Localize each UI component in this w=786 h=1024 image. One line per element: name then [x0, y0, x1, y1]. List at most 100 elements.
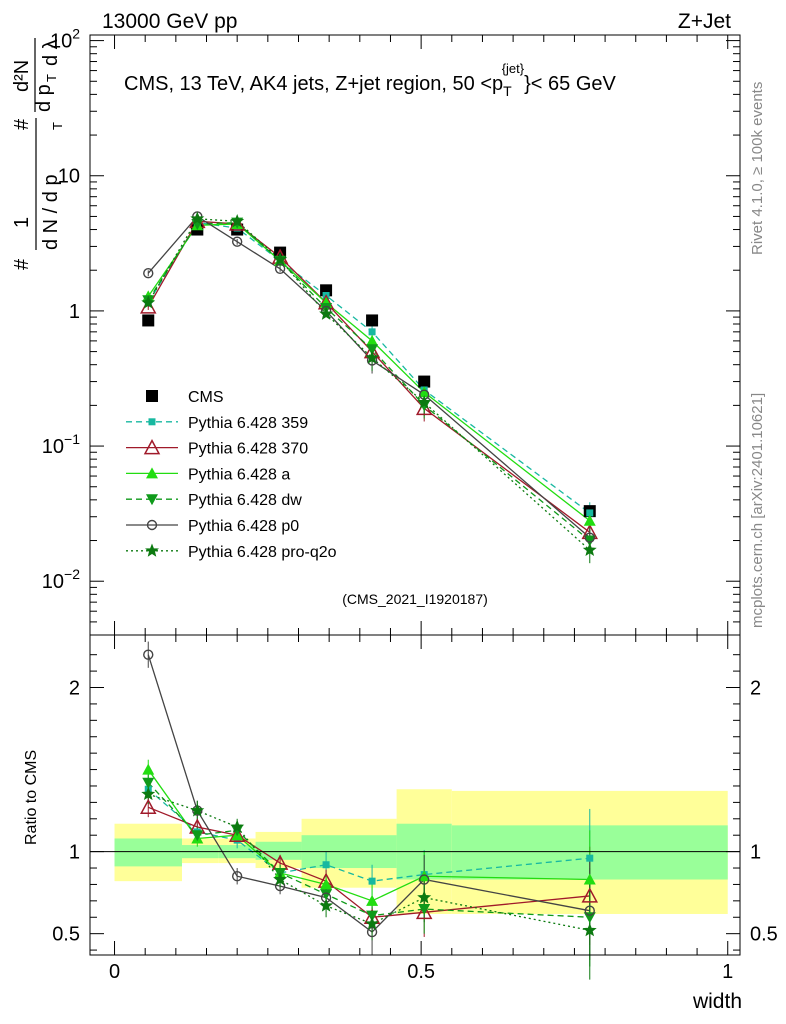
main-point-cms — [366, 314, 379, 327]
ratio-point-pythia-6-428-p0 — [143, 649, 154, 660]
ratio-band-green — [114, 838, 182, 867]
ratio-panel: 0.5 0.5 1 1 2 2 0 0.5 1 — [52, 634, 778, 983]
ratio-point-pythia-6-428-pro-q2o — [141, 786, 156, 801]
ratio-y-tick-label-right: 1 — [750, 842, 761, 864]
ratio-line-pythia-6-428-p0 — [147, 654, 590, 933]
ylabel-dn: d N / d p — [40, 174, 62, 250]
main-ylabel: # 1 d N / d p T # d p T d²N d λ — [11, 38, 65, 270]
ratio-line-pythia-6-428-a — [147, 769, 590, 902]
chart-title: CMS, 13 TeV, AK4 jets, Z+jet region, 50 … — [124, 61, 617, 99]
legend-label-pythia-6-428-359: Pythia 6.428 359 — [188, 415, 308, 432]
main-point-pythia-6-428-pro-q2o — [365, 350, 380, 364]
legend-item-pythia-6-428-359: Pythia 6.428 359 — [126, 415, 308, 432]
main-point-pythia-6-428-a — [418, 386, 431, 398]
ylabel-one: 1 — [11, 217, 33, 228]
ratio-point-pythia-6-428-p0 — [584, 905, 595, 916]
main-point-pythia-6-428-pro-q2o — [273, 252, 288, 266]
legend-item-pythia-6-428-a: Pythia 6.428 a — [126, 466, 290, 483]
legend-item-pythia-6-428-p0: Pythia 6.428 p0 — [126, 518, 299, 535]
legend-item-pythia-6-428-dw: Pythia 6.428 dw — [126, 492, 302, 509]
ratio-point-pythia-6-428-pro-q2o — [319, 898, 334, 912]
ratio-point-pythia-6-428-dw — [366, 910, 379, 922]
legend-marker-pythia-6-428-p0 — [146, 519, 158, 531]
ratio-point-pythia-6-428-a — [366, 894, 379, 906]
legend-marker-pythia-6-428-pro-q2o — [145, 543, 159, 557]
ratio-ylabel: Ratio to CMS — [23, 750, 40, 845]
chart-title-sub: T — [503, 83, 512, 99]
main-point-pythia-6-428-p0 — [584, 532, 595, 543]
ratio-point-pythia-6-428-a — [320, 878, 333, 890]
rivet-label: Rivet 4.1.0, ≥ 100k events — [749, 82, 766, 255]
watermark: (CMS_2021_I1920187) — [342, 591, 488, 607]
ratio-y-tick-label-right: 0.5 — [750, 924, 778, 946]
main-point-pythia-6-428-pro-q2o — [230, 213, 245, 228]
ratio-y-tick-label: 1 — [69, 842, 80, 864]
legend-label-pythia-6-428-370: Pythia 6.428 370 — [188, 441, 308, 458]
ratio-y-tick-label: 0.5 — [52, 924, 80, 946]
main-point-pythia-6-428-p0 — [231, 236, 243, 247]
ratio-point-pythia-6-428-pro-q2o — [365, 916, 380, 930]
main-point-pythia-6-428-pro-q2o — [582, 542, 597, 556]
legend-label-pythia-6-428-dw: Pythia 6.428 dw — [188, 492, 302, 509]
ratio-point-pythia-6-428-dw — [320, 889, 333, 901]
y-tick-label: 10−1 — [42, 431, 80, 458]
legend-marker-pythia-6-428-a — [146, 467, 158, 479]
ylabel-hash-1: # — [11, 258, 33, 270]
ratio-point-pythia-6-428-pro-q2o — [417, 890, 432, 904]
main-point-pythia-6-428-359 — [586, 509, 594, 517]
ratio-y-tick-label-right: 2 — [750, 678, 761, 700]
ratio-point-pythia-6-428-p0 — [231, 871, 243, 882]
main-line-pythia-6-428-p0 — [147, 215, 591, 539]
legend: CMS Pythia 6.428 359 Pythia 6.428 370 Pythi… — [126, 389, 337, 561]
y-tick-label: 1 — [69, 301, 80, 323]
ratio-y-tick-label: 2 — [69, 678, 80, 700]
legend-marker-cms — [146, 390, 158, 402]
legend-label-cms: CMS — [188, 389, 224, 406]
y-tick-label: 10−2 — [42, 566, 80, 593]
main-point-pythia-6-428-p0 — [274, 263, 286, 274]
mcplots-label: mcplots.cern.ch [arXiv:2401.10621] — [749, 393, 766, 628]
legend-marker-pythia-6-428-dw — [146, 494, 158, 506]
header-left: 13000 GeV pp — [102, 10, 237, 33]
ratio-point-pythia-6-428-a — [583, 873, 596, 885]
ratio-point-pythia-6-428-370 — [581, 887, 599, 903]
main-line-pythia-6-428-359 — [147, 221, 591, 514]
main-point-pythia-6-428-a — [583, 514, 596, 526]
main-point-pythia-6-428-dw — [366, 344, 379, 356]
ratio-point-pythia-6-428-pro-q2o — [230, 819, 245, 833]
ylabel-dlambda: d λ — [40, 39, 62, 66]
legend-label-pythia-6-428-pro-q2o: Pythia 6.428 pro-q2o — [188, 544, 337, 561]
ratio-point-pythia-6-428-pro-q2o — [582, 923, 597, 937]
ratio-point-pythia-6-428-dw — [583, 912, 596, 924]
chart-title-a: CMS, 13 TeV, AK4 jets, Z+jet region, 50 … — [124, 73, 503, 95]
header-right: Z+Jet — [678, 10, 731, 33]
ratio-point-pythia-6-428-370 — [228, 826, 246, 842]
ratio-point-pythia-6-428-359 — [368, 877, 376, 885]
chart-title-b: }< 65 GeV — [524, 73, 616, 95]
ylabel-d2n: d²N — [11, 60, 33, 92]
ratio-point-pythia-6-428-pro-q2o — [273, 872, 288, 886]
ratio-point-pythia-6-428-dw — [142, 777, 155, 789]
y-tick-label: 10 — [58, 166, 80, 188]
legend-label-pythia-6-428-p0: Pythia 6.428 p0 — [188, 518, 299, 535]
ylabel-t2: T — [44, 74, 59, 82]
main-point-pythia-6-428-dw — [583, 535, 596, 547]
ratio-point-pythia-6-428-a — [142, 763, 155, 775]
main-point-pythia-6-428-p0 — [143, 268, 154, 279]
ratio-point-pythia-6-428-pro-q2o — [190, 803, 205, 817]
legend-item-pythia-6-428-370: Pythia 6.428 370 — [126, 439, 308, 458]
ylabel-hash-2: # — [11, 118, 33, 130]
legend-item-cms: CMS — [146, 389, 224, 406]
main-point-pythia-6-428-370 — [228, 215, 246, 231]
main-line-pythia-6-428-370 — [147, 220, 591, 533]
ratio-point-pythia-6-428-dw — [418, 904, 431, 916]
x-tick-label: 0.5 — [407, 961, 435, 983]
x-tick-label: 0 — [109, 961, 120, 983]
legend-marker-pythia-6-428-359 — [148, 418, 156, 426]
ratio-point-pythia-6-428-370 — [415, 903, 433, 920]
ratio-point-pythia-6-428-a — [418, 870, 431, 882]
legend-label-pythia-6-428-a: Pythia 6.428 a — [188, 466, 290, 483]
legend-marker-pythia-6-428-370 — [143, 439, 161, 455]
x-axis-label: width — [692, 990, 742, 1013]
